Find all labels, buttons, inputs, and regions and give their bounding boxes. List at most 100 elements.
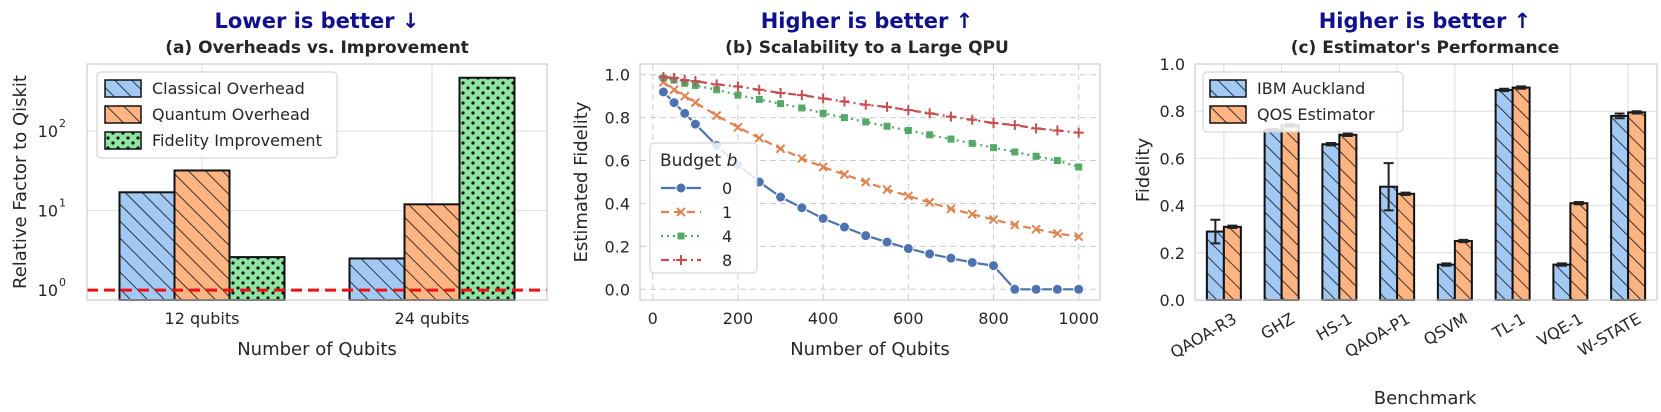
marker — [966, 256, 978, 268]
y-tick-label: 0.0 — [1160, 291, 1185, 310]
marker — [658, 71, 669, 82]
series-line — [663, 76, 1080, 169]
bar-hatch — [1396, 192, 1416, 301]
panel-c-y-ticks: 0.0 0.2 0.4 0.6 0.8 1.0 — [1160, 55, 1185, 310]
y-tick-label: 0.4 — [605, 194, 630, 213]
marker — [1052, 228, 1063, 239]
error-bar — [1516, 85, 1527, 90]
panel-a-y-axis-label: Relative Factor to Qiskit — [10, 75, 31, 289]
panel-c-frame — [1194, 63, 1658, 301]
marker — [679, 107, 691, 119]
x-tick-hs-1: HS-1 — [1313, 309, 1356, 345]
error-bar — [1441, 262, 1452, 267]
marker — [947, 135, 955, 143]
marker — [657, 86, 669, 98]
marker — [924, 108, 935, 119]
legend-title: Budget b — [660, 151, 737, 171]
bar-ibm-auckland-tl-1 — [1494, 87, 1514, 301]
marker — [988, 214, 999, 225]
x-tick-label: 800 — [978, 309, 1009, 328]
panel-a-bars — [118, 76, 516, 302]
marker — [881, 236, 893, 248]
x-tick-label: 0 — [648, 309, 658, 328]
marker — [945, 111, 956, 122]
y-tick-label: 10 2 — [38, 117, 66, 141]
panel-c-legend: IBM Auckland QOS Estimator — [1202, 71, 1404, 133]
y-tick-label: 1.0 — [1160, 55, 1185, 74]
y-tick-label: 10 0 — [38, 276, 66, 300]
marker — [668, 97, 680, 109]
panel-b-y-ticks: 0.0 0.2 0.4 0.6 0.8 1.0 — [605, 66, 630, 300]
bar-hatch — [1569, 202, 1589, 302]
marker — [690, 76, 701, 87]
x-tick-qaoa-p1: QAOA-P1 — [1341, 309, 1413, 361]
bar-ibm-auckland-qaoa-p1 — [1379, 162, 1399, 301]
series-line — [662, 91, 1079, 291]
marker — [680, 91, 690, 101]
marker — [733, 122, 743, 132]
panel-c-title: (c) Estimator's Performance — [1291, 38, 1560, 58]
legend-item-budget-4: 4 — [661, 227, 732, 246]
bar-ibm-auckland-qaoa-r3 — [1205, 218, 1225, 301]
marker — [819, 109, 827, 117]
bar-hatch — [348, 257, 406, 302]
legend-label: Classical Overhead — [152, 79, 305, 98]
marker — [988, 118, 999, 128]
marker — [755, 95, 763, 103]
bar-quantum-overhead-24-qubits — [403, 203, 461, 301]
bar-hatch — [1280, 124, 1300, 301]
legend-label: 0 — [722, 179, 732, 198]
y-tick-label: 0.0 — [605, 280, 630, 299]
error-bar — [1325, 142, 1336, 147]
marker — [797, 153, 807, 164]
marker — [796, 90, 807, 101]
marker — [732, 81, 743, 92]
panel-a-legend: Classical Overhead Quantum Overhead Fideli… — [96, 71, 338, 159]
bar-hatch — [1494, 88, 1514, 301]
panel-b-x-ticks: 0 200 400 600 800 1000 — [648, 309, 1099, 328]
marker — [988, 260, 1000, 272]
bar-hatch — [458, 76, 516, 301]
error-bar — [1342, 132, 1353, 137]
bar-hatch — [118, 191, 176, 301]
marker — [839, 96, 850, 107]
bar-quantum-overhead-12-qubits — [173, 169, 231, 301]
legend-box — [649, 142, 758, 274]
marker — [1053, 157, 1061, 165]
y-tick-label: 0.6 — [605, 152, 630, 171]
error-bar — [1631, 110, 1642, 115]
legend-item-budget-8: 8 — [661, 251, 732, 270]
tick-base: 10 — [38, 202, 58, 221]
legend-label: IBM Auckland — [1257, 79, 1365, 98]
marker — [862, 118, 870, 126]
tick-exponent: 1 — [59, 197, 66, 210]
marker — [817, 212, 829, 224]
error-bar — [1499, 87, 1510, 93]
marker — [838, 221, 850, 233]
legend-swatch-hatch — [104, 105, 142, 124]
bar-hatch — [1263, 129, 1283, 301]
error-bar — [1383, 162, 1394, 212]
marker — [1010, 220, 1020, 230]
y-tick-label: 0.2 — [605, 237, 630, 256]
error-bar — [1400, 191, 1411, 196]
marker — [1075, 163, 1083, 171]
marker — [1051, 283, 1063, 295]
x-tick-label: 200 — [723, 309, 754, 328]
x-tick-label: 1000 — [1058, 309, 1099, 328]
bar-qos-estimator-tl-1 — [1511, 85, 1531, 301]
panel-b-legend: Budget b 0 1 4 8 — [649, 142, 758, 274]
bar-hatch — [1627, 111, 1647, 301]
marker — [1073, 232, 1084, 242]
marker — [798, 104, 806, 112]
marker — [675, 182, 687, 194]
y-tick-label: 10 1 — [38, 197, 66, 221]
series-line — [662, 81, 1079, 238]
series-line — [663, 75, 1079, 134]
marker — [926, 131, 934, 139]
marker — [924, 197, 935, 208]
panel-c: Higher is better ↑ (c) Estimator's Perfo… — [1133, 9, 1658, 409]
x-tick-qaoa-r3: QAOA-R3 — [1167, 309, 1240, 362]
marker — [840, 114, 848, 122]
